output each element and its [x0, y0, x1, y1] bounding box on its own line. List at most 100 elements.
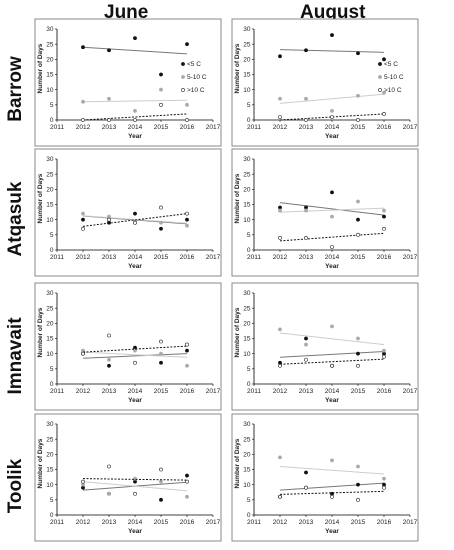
trendline-lt5: [82, 353, 188, 359]
y-tick-label: 5: [50, 497, 54, 504]
y-tick-label: 5: [50, 366, 54, 373]
data-point-lt5: [382, 482, 386, 487]
y-tick-label: 20: [243, 187, 251, 194]
x-axis-label: Year: [128, 263, 142, 270]
data-point-gt10: [330, 363, 334, 368]
x-tick-label: 2014: [325, 124, 340, 131]
data-point-gt10: [356, 118, 360, 122]
panel-frame: [231, 18, 419, 147]
data-point-lt5: [185, 348, 189, 353]
legend-marker-lt5: [378, 62, 382, 66]
data-point-gt10: [107, 118, 111, 122]
data-point-5to10: [330, 214, 334, 219]
y-axis-label: Number of Days: [234, 438, 241, 488]
trendline-5to10: [279, 465, 385, 475]
x-tick-label: 2014: [128, 519, 143, 526]
data-point-5to10: [356, 336, 360, 341]
x-tick-label: 2013: [299, 254, 314, 261]
trendline-5to10: [82, 215, 188, 224]
data-point-gt10: [330, 245, 334, 249]
data-point-lt5: [382, 214, 386, 219]
data-point-5to10: [133, 348, 137, 353]
y-tick-label: 10: [46, 351, 54, 358]
data-point-gt10: [107, 464, 111, 469]
x-tick-label: 2015: [154, 388, 169, 395]
y-tick-label: 0: [50, 512, 54, 519]
data-point-lt5: [133, 211, 137, 216]
y-tick-label: 0: [247, 117, 251, 124]
panel-imnavait-june: 0 5 10 15 20 25 30 2011 2012 2013 2014 2015 2016 2017…: [34, 282, 222, 411]
y-axis-label: Number of Days: [37, 438, 44, 488]
data-point-lt5: [304, 205, 308, 210]
y-tick-label: 15: [243, 336, 251, 343]
data-point-lt5: [356, 217, 360, 222]
x-tick-label: 2011: [50, 124, 64, 131]
x-tick-label: 2012: [76, 124, 91, 131]
data-point-lt5: [356, 351, 360, 356]
y-tick-label: 10: [46, 217, 54, 224]
data-point-5to10: [185, 102, 189, 107]
data-point-gt10: [133, 118, 137, 122]
data-point-gt10: [159, 205, 163, 210]
y-tick-label: 10: [46, 87, 54, 94]
trendline-lt5: [279, 482, 385, 491]
x-axis-label: Year: [128, 528, 142, 535]
x-tick-label: 2012: [273, 519, 288, 526]
y-axis-label: Number of Days: [37, 43, 44, 93]
data-point-lt5: [133, 36, 137, 41]
y-tick-label: 25: [243, 41, 251, 48]
x-tick-label: 2015: [351, 254, 366, 261]
data-point-5to10: [304, 96, 308, 101]
data-point-5to10: [304, 342, 308, 347]
data-point-5to10: [185, 363, 189, 368]
data-point-5to10: [278, 208, 282, 213]
y-tick-label: 20: [46, 187, 54, 194]
x-tick-label: 2013: [299, 124, 314, 131]
y-tick-label: 0: [50, 381, 54, 388]
panel-atqasuk-june: 0 5 10 15 20 25 30 2011 2012 2013 2014 2015 2016 2017…: [34, 148, 222, 277]
data-point-gt10: [81, 118, 85, 122]
data-point-gt10: [159, 339, 163, 344]
y-tick-label: 20: [243, 452, 251, 459]
legend-label-gt10: >10 C: [187, 87, 205, 94]
data-point-gt10: [81, 226, 85, 231]
data-point-gt10: [278, 115, 282, 119]
x-axis-label: Year: [325, 397, 339, 404]
y-tick-label: 0: [247, 247, 251, 254]
legend-marker-gt10: [181, 88, 185, 92]
x-tick-label: 2016: [180, 124, 195, 131]
x-tick-label: 2014: [128, 124, 143, 131]
panel-frame: [34, 413, 222, 542]
x-tick-label: 2017: [206, 254, 221, 261]
x-tick-label: 2012: [273, 388, 288, 395]
trendline-5to10: [279, 332, 385, 346]
y-tick-label: 5: [247, 232, 251, 239]
panel-frame: [231, 413, 419, 542]
panel-barrow-june: 0 5 10 15 20 25 30 2011 2012 2013 2014 2015 2016 2017…: [34, 18, 222, 147]
data-point-lt5: [304, 336, 308, 341]
data-point-gt10: [278, 494, 282, 499]
data-point-gt10: [185, 118, 189, 122]
data-point-lt5: [382, 57, 386, 62]
x-axis-label: Year: [325, 528, 339, 535]
x-tick-label: 2017: [403, 124, 418, 131]
data-point-lt5: [81, 45, 85, 50]
data-point-gt10: [278, 363, 282, 368]
data-point-5to10: [159, 220, 163, 225]
x-tick-label: 2011: [247, 124, 261, 131]
x-axis-label: Year: [325, 133, 339, 140]
data-point-5to10: [304, 208, 308, 213]
x-tick-label: 2014: [128, 388, 143, 395]
panel-imnavait-august: 0 5 10 15 20 25 30 2011 2012 2013 2014 2015 2016 2017…: [231, 282, 419, 411]
x-tick-label: 2014: [325, 254, 340, 261]
x-tick-label: 2011: [50, 388, 64, 395]
legend-label-5to10: 5-10 C: [187, 74, 207, 81]
data-point-gt10: [107, 217, 111, 222]
legend-marker-lt5: [181, 62, 185, 66]
x-tick-label: 2017: [206, 124, 221, 131]
y-tick-label: 5: [50, 232, 54, 239]
x-tick-label: 2011: [247, 254, 261, 261]
legend-marker-gt10: [378, 88, 382, 92]
legend-label-lt5: <5 C: [187, 61, 201, 68]
